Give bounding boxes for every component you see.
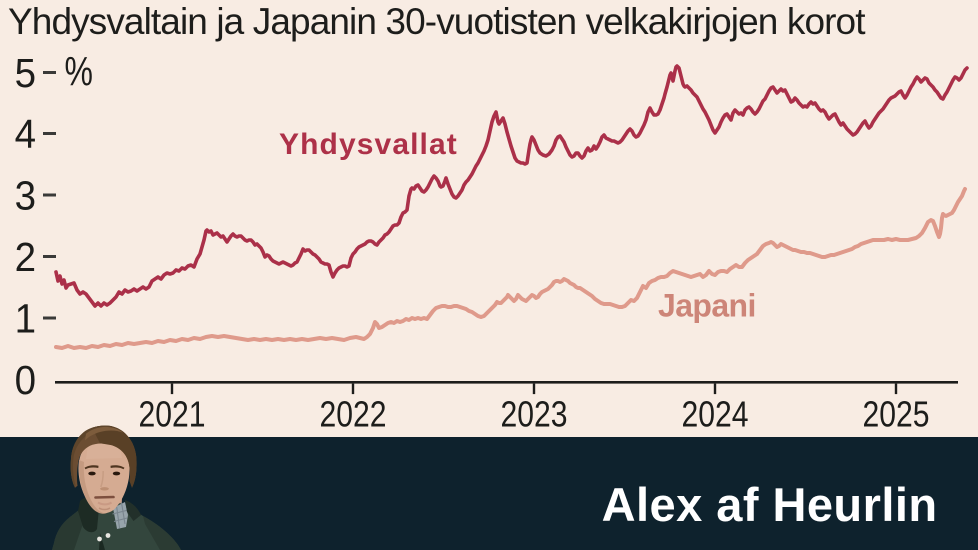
- svg-text:3: 3: [15, 173, 36, 218]
- svg-text:Japani: Japani: [658, 288, 756, 324]
- svg-text:4: 4: [15, 112, 36, 157]
- svg-text:2022: 2022: [319, 395, 386, 435]
- svg-text:2: 2: [15, 235, 36, 280]
- svg-text:2025: 2025: [862, 395, 929, 435]
- svg-text:2024: 2024: [681, 395, 748, 435]
- svg-text:0: 0: [15, 358, 36, 403]
- svg-text:1: 1: [15, 296, 36, 341]
- svg-text:2023: 2023: [500, 395, 567, 435]
- svg-text:Yhdysvallat: Yhdysvallat: [279, 128, 458, 161]
- svg-text:%: %: [65, 49, 93, 95]
- svg-text:5: 5: [15, 51, 36, 96]
- svg-text:2021: 2021: [138, 395, 205, 435]
